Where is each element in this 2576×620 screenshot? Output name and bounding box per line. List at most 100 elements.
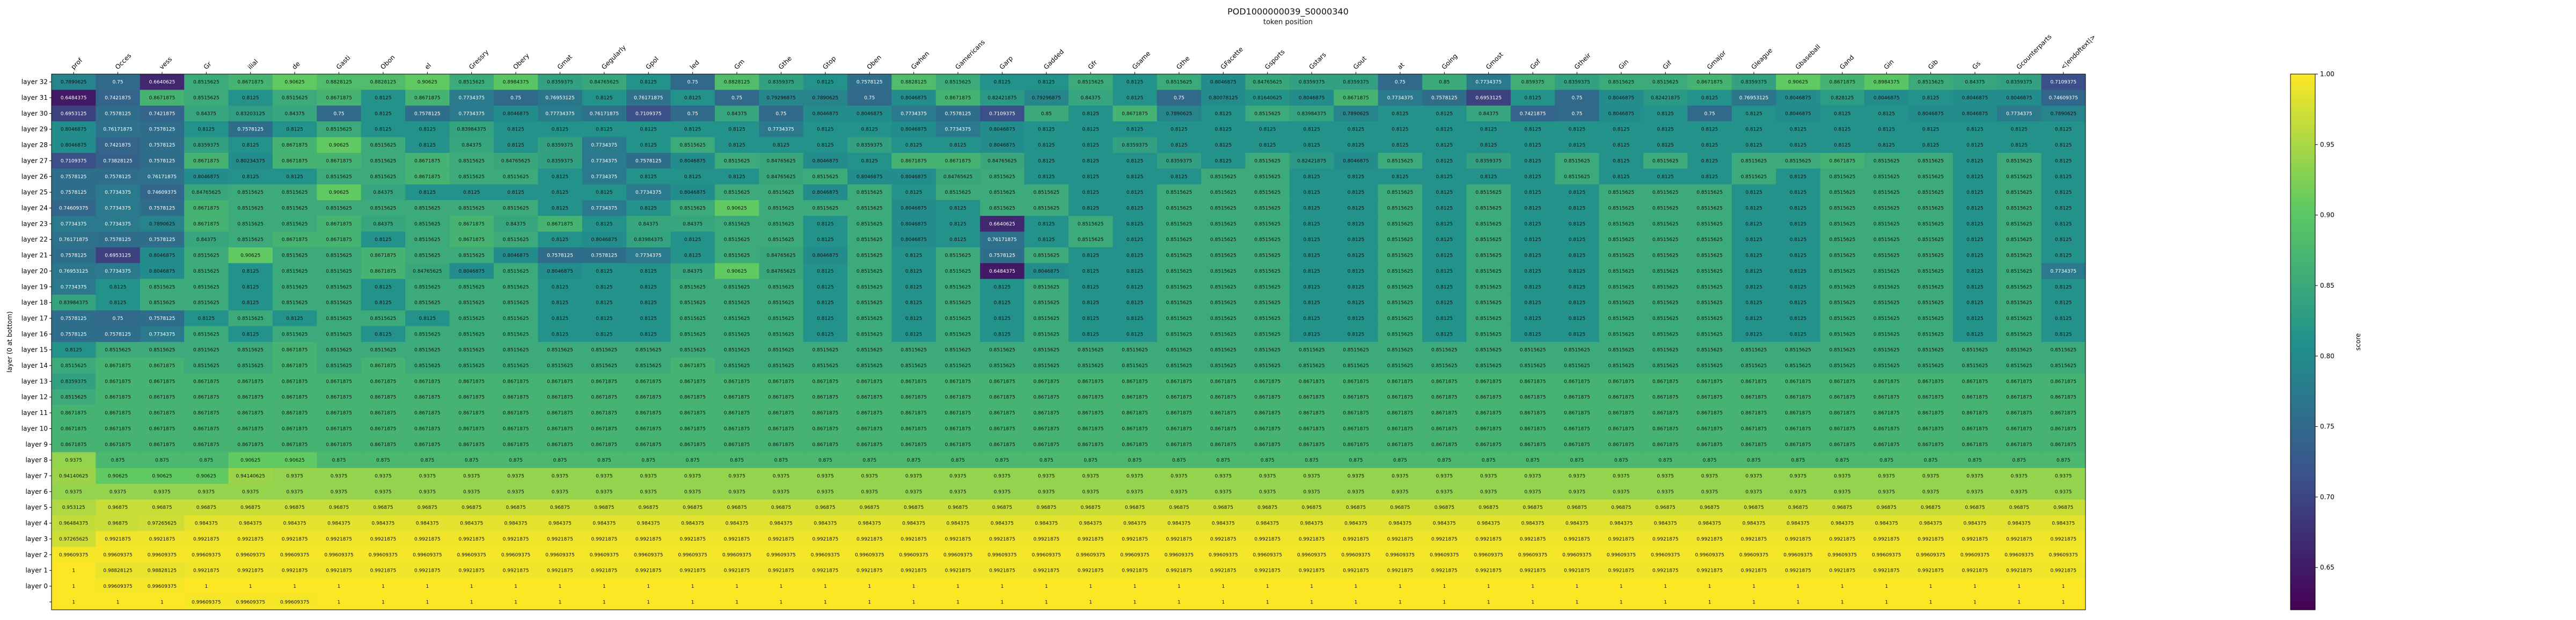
heatmap-cell [1069, 105, 1113, 122]
cell-value-label: 0.9921875 [1652, 568, 1679, 574]
cell-value-label: 0.8515625 [724, 158, 750, 164]
heatmap-cell [405, 105, 450, 122]
cell-value-label: 0.8125 [1701, 143, 1718, 148]
heatmap-cell [1289, 169, 1334, 185]
heatmap-cell [714, 137, 759, 154]
cell-value-label: 0.8515625 [458, 158, 485, 164]
cell-value-label: 0.8515625 [1033, 332, 1059, 337]
cell-value-label: 0.8125 [375, 237, 392, 243]
heatmap-cell [317, 200, 362, 216]
heatmap-cell [538, 216, 583, 232]
cell-value-label: 0.8125 [640, 143, 657, 148]
heatmap-cell [847, 200, 892, 216]
heatmap-cell [803, 137, 848, 154]
cell-value-label: 0.8125 [817, 143, 834, 148]
x-tick-label: Gout [1352, 55, 1368, 71]
cell-value-label: 0.8125 [1613, 127, 1630, 133]
cell-value-label: 0.8671875 [1918, 379, 1944, 384]
cell-value-label: 0.84765625 [766, 269, 795, 274]
y-tick-label: layer 1 [25, 567, 48, 574]
cell-value-label: 0.8515625 [1254, 332, 1280, 337]
cell-value-label: 0.8515625 [1829, 222, 1856, 227]
cell-value-label: 0.8046875 [1962, 96, 1988, 101]
cell-value-label: 0.8515625 [282, 190, 308, 195]
cell-value-label: 1 [1001, 584, 1004, 589]
cell-value-label: 0.84765625 [943, 174, 972, 180]
cell-value-label: 0.8515625 [503, 332, 529, 337]
cell-value-label: 0.8515625 [1078, 80, 1104, 85]
heatmap-cell [1599, 184, 1644, 201]
cell-value-label: 0.8515625 [282, 269, 308, 274]
heatmap-cell [184, 137, 229, 154]
cell-value-label: 0.6953125 [61, 111, 87, 116]
cell-value-label: 0.8515625 [1652, 332, 1679, 337]
heatmap-cell [980, 169, 1025, 185]
cell-value-label: 0.8671875 [1608, 379, 1635, 384]
heatmap-cell [1510, 90, 1555, 106]
cell-value-label: 0.9375 [463, 490, 480, 495]
heatmap-cell [1334, 152, 1379, 169]
cell-value-label: 0.8125 [1790, 269, 1807, 274]
cell-value-label: 0.8046875 [591, 237, 618, 243]
heatmap-cell [361, 105, 406, 122]
heatmap-cell [1908, 200, 1953, 216]
cell-value-label: 0.875 [1658, 458, 1672, 463]
cell-value-label: 0.8125 [1303, 190, 1320, 195]
cell-value-label: 0.8515625 [1166, 316, 1192, 322]
heatmap-cell [626, 184, 671, 201]
cell-value-label: 0.8671875 [1564, 411, 1590, 416]
heatmap-cell [1069, 169, 1113, 185]
cell-value-label: 0.8515625 [1696, 237, 1723, 243]
cell-value-label: 0.8125 [1569, 332, 1586, 337]
cell-value-label: 0.8515625 [679, 301, 706, 306]
cell-value-label: 1 [912, 584, 916, 589]
cell-value-label: 0.8125 [1348, 127, 1365, 133]
y-tick-label: layer 13 [21, 377, 48, 385]
heatmap-cell [1289, 200, 1334, 216]
heatmap-cell [272, 184, 317, 201]
cell-value-label: 0.7421875 [105, 143, 131, 148]
heatmap-cell [1599, 90, 1644, 106]
heatmap-cell [1024, 184, 1069, 201]
cell-value-label: 0.9375 [1348, 474, 1365, 479]
cell-value-label: 0.9375 [1126, 490, 1144, 495]
cell-value-label: 0.8125 [1966, 222, 1984, 227]
cell-value-label: 0.875 [1791, 458, 1805, 463]
cell-value-label: 0.8125 [242, 174, 259, 180]
cell-value-label: 0.7109375 [61, 158, 87, 164]
heatmap-cell [96, 184, 141, 201]
cell-value-label: 0.8125 [1524, 222, 1541, 227]
heatmap-cell [140, 216, 185, 232]
cell-value-label: 0.8515625 [1652, 285, 1679, 290]
cell-value-label: 0.9921875 [503, 537, 529, 542]
cell-value-label: 0.8671875 [1829, 379, 1856, 384]
heatmap-cell [891, 74, 936, 90]
cell-value-label: 0.82421875 [1651, 96, 1680, 101]
cell-value-label: 0.8515625 [1343, 363, 1369, 369]
cell-value-label: 0.8515625 [2006, 206, 2032, 211]
cell-value-label: 0.76953125 [545, 96, 574, 101]
cell-value-label: 1 [1045, 584, 1048, 589]
cell-value-label: 0.8125 [242, 143, 259, 148]
cell-value-label: 0.875 [155, 458, 169, 463]
cell-value-label: 0.8515625 [1078, 237, 1104, 243]
cell-value-label: 0.8125 [1348, 285, 1365, 290]
cell-value-label: 0.8515625 [1166, 206, 1192, 211]
cell-value-label: 0.8515625 [61, 395, 87, 400]
cell-value-label: 0.96875 [152, 505, 172, 510]
heatmap-cell [1997, 169, 2042, 185]
heatmap-cell [980, 90, 1025, 106]
cell-value-label: 0.96875 [1965, 505, 1985, 510]
cell-value-label: 0.8515625 [1210, 316, 1236, 322]
cell-value-label: 0.9375 [2011, 474, 2028, 479]
cell-value-label: 1 [912, 600, 916, 605]
cell-value-label: 0.8125 [1038, 80, 1055, 85]
cell-value-label: 0.8515625 [1918, 206, 1944, 211]
cell-value-label: 0.8125 [507, 190, 524, 195]
cell-value-label: 0.875 [2012, 458, 2026, 463]
cell-value-label: 0.8671875 [1829, 158, 1856, 164]
cell-value-label: 0.8515625 [1475, 316, 1502, 322]
cell-value-label: 0.984375 [1035, 521, 1058, 527]
heatmap-cell [714, 105, 759, 122]
